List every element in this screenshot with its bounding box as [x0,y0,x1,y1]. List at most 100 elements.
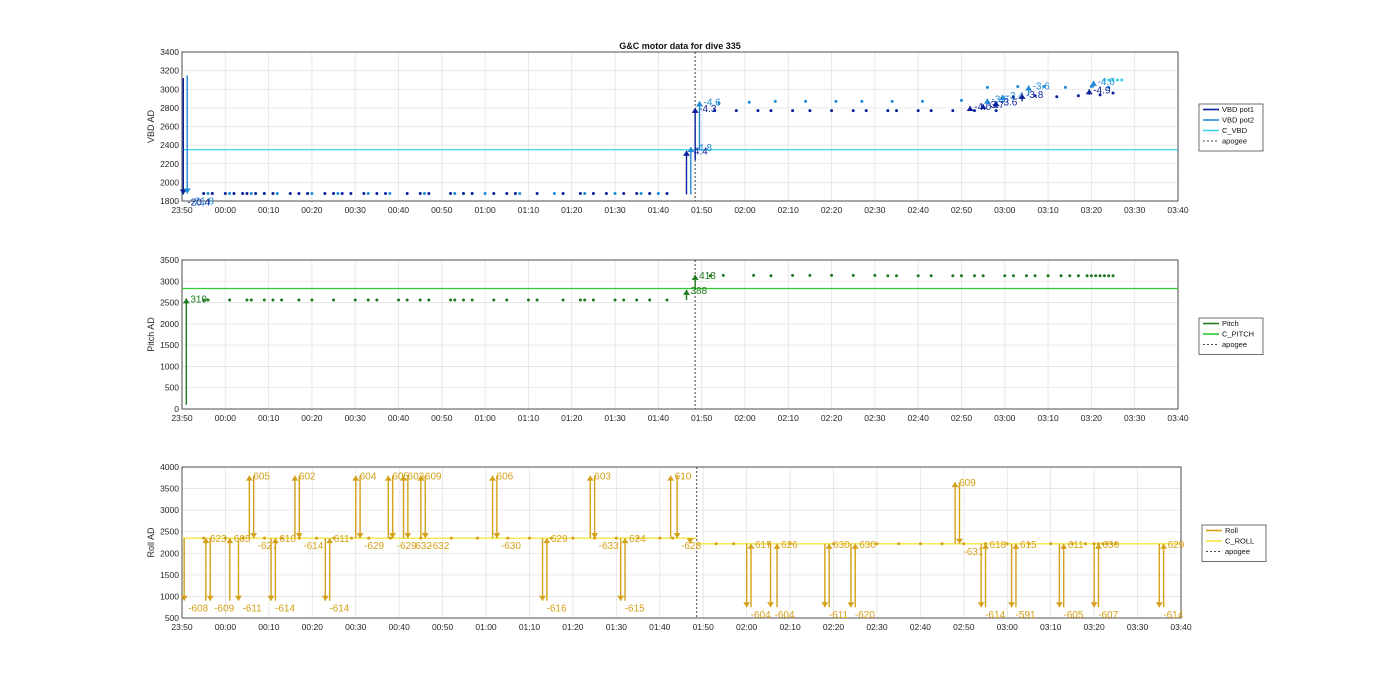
data-point [1068,274,1072,278]
data-point [223,536,227,540]
data-point [1076,94,1080,98]
data-point [470,298,474,302]
y-tick-label: 3500 [160,484,179,494]
data-point [895,109,899,113]
data-point [717,101,721,105]
data-point [591,298,595,302]
x-tick-label: 01:00 [474,205,496,215]
event-arrow-head [356,533,364,539]
event-arrow-head [326,538,334,544]
data-point [1059,274,1063,278]
event-arrow-head [691,107,699,113]
legend-label: apogee [1222,137,1247,146]
x-tick-label: 03:30 [1124,413,1146,423]
y-tick-label: 2000 [160,548,179,558]
data-point [297,298,301,302]
data-point [639,192,643,196]
x-tick-label: 03:30 [1127,622,1149,632]
event-label: -633 [599,541,619,552]
plot-frame [181,259,1179,410]
data-point [886,109,890,113]
data-point [405,298,409,302]
event-label: -628 [681,541,701,552]
event-arrow-head [673,533,681,539]
event-arrow-head [404,533,412,539]
data-point [1011,95,1015,99]
y-axis-label: VBD AD [146,109,156,143]
event-label: -3.8 [1026,90,1044,101]
x-tick-label: 01:40 [649,622,671,632]
data-point [732,542,736,546]
data-point [470,192,474,196]
data-point [506,536,510,540]
event-arrow-head [1155,602,1163,608]
event-label: -609 [214,604,234,615]
data-point [578,298,582,302]
event-label: -614 [275,604,295,615]
event-arrow-head [667,475,675,481]
x-tick-label: 01:20 [561,205,583,215]
event-label: -632 [429,541,449,552]
data-point [405,192,409,196]
data-point [453,192,457,196]
event-label: -20.4 [187,197,210,208]
data-point [366,298,370,302]
data-point [262,192,266,196]
event-arrow-head [400,475,408,481]
y-tick-label: 3500 [160,255,179,265]
event-arrow-head [182,298,190,304]
data-point [375,192,379,196]
event-arrow-head [982,543,990,549]
x-tick-label: 03:00 [994,413,1016,423]
data-point [384,192,388,196]
y-tick-label: 3000 [160,276,179,286]
data-point [1107,274,1111,278]
event-label: -614 [303,541,323,552]
x-tick-label: 03:10 [1037,413,1059,423]
event-label: 618 [990,540,1007,551]
data-point [591,192,595,196]
chart-panel-1: 23:50 00:00 00:10 00:20 00:30 00:40 00:50 01:00… [146,47,1264,215]
legend-label: Pitch [1222,319,1239,328]
data-point [1111,274,1115,278]
x-tick-label: 00:00 [215,205,237,215]
x-tick-label: 00:20 [301,205,323,215]
event-label: 611 [334,534,350,545]
x-tick-label: 01:10 [519,622,541,632]
event-arrow-head [1090,80,1098,86]
x-tick-label: 03:40 [1167,205,1189,215]
data-point [492,192,496,196]
event-label: 609 [959,478,976,489]
event-label: 602 [299,472,316,483]
data-point [535,192,539,196]
data-point [636,536,640,540]
legend-label: apogee [1225,547,1250,556]
legend-box [1198,103,1264,152]
data-point [791,109,795,113]
event-arrow-head [1090,602,1098,608]
data-point [349,536,353,540]
event-arrow-head [999,94,1007,100]
data-point [505,298,509,302]
x-tick-label: 02:20 [821,413,843,423]
x-tick-label: 00:00 [215,622,237,632]
data-point [614,536,618,540]
chart-panel-2: 23:50 00:00 00:10 00:20 00:30 00:40 00:50 01:00… [146,255,1264,423]
data-point [808,273,812,277]
event-label: 630 [1102,540,1119,551]
legend-label: C_VBD [1222,126,1248,135]
data-point [288,192,292,196]
data-point [571,536,575,540]
event-arrow-head [226,538,234,544]
event-arrow-head [825,543,833,549]
data-point [241,536,245,540]
event-label: -611 [242,604,262,615]
data-point [981,274,985,278]
event-label: 604 [360,472,377,483]
data-point [535,298,539,302]
event-arrow-head [686,538,694,544]
event-label: 629 [1168,540,1185,551]
event-label: -614 [1163,610,1183,621]
data-point [1016,84,1020,88]
event-label: 624 [629,534,646,545]
